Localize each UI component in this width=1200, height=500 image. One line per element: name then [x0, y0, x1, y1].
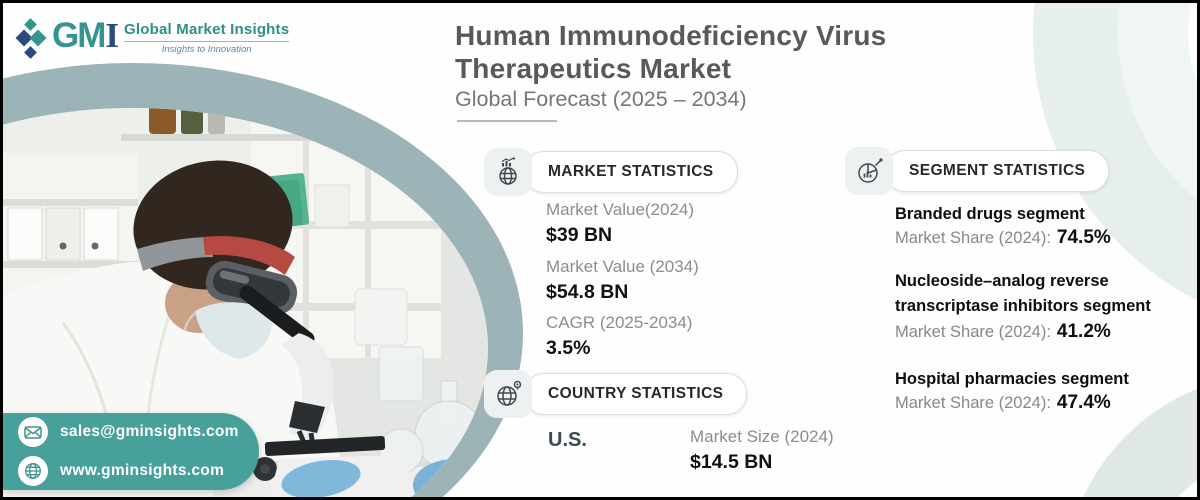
country-statistics-pill: COUNTRY STATISTICS — [524, 373, 748, 415]
contact-email: sales@gminsights.com — [60, 423, 239, 440]
segment-nucleoside-block: Nucleoside–analog reverse transcriptase … — [895, 269, 1197, 343]
segment-branded-share-value: 74.5% — [1056, 227, 1111, 248]
title-underline — [457, 120, 557, 122]
pie-chart-icon — [845, 147, 893, 195]
market-statistics-header: MARKET STATISTICS — [484, 148, 738, 196]
us-market-size-block: Market Size (2024) $14.5 BN — [690, 427, 834, 474]
country-statistics-header: COUNTRY STATISTICS — [484, 370, 748, 418]
logo-gm: GM — [52, 16, 106, 55]
segment-hospital-block: Hospital pharmacies segment Market Share… — [895, 367, 1197, 414]
market-value-2024-label: Market Value(2024) — [546, 200, 695, 219]
logo-tagline: Insights to Innovation — [161, 44, 252, 55]
logo-diamonds-icon — [15, 17, 47, 63]
logo-company-name: Global Market Insights — [124, 21, 290, 42]
email-row[interactable]: sales@gminsights.com — [18, 417, 259, 447]
segment-statistics-pill: SEGMENT STATISTICS — [885, 150, 1110, 192]
market-value-2034-block: Market Value (2034) $54.8 BN — [546, 257, 699, 304]
segment-hospital-share-label: Market Share (2024): — [895, 394, 1051, 412]
envelope-icon — [18, 417, 48, 447]
country-statistics-heading: COUNTRY STATISTICS — [548, 385, 724, 402]
cagr-value: 3.5% — [546, 337, 591, 359]
market-value-2024-block: Market Value(2024) $39 BN — [546, 200, 694, 247]
us-market-size-value: $14.5 BN — [690, 451, 773, 473]
segment-branded-name: Branded drugs segment — [895, 205, 1085, 223]
market-value-2024-value: $39 BN — [546, 224, 613, 246]
country-name: U.S. — [548, 429, 587, 451]
contact-website: www.gminsights.com — [60, 462, 225, 479]
segment-nucleoside-share-label: Market Share (2024): — [895, 323, 1051, 341]
logo-i: I — [105, 16, 119, 55]
globe-analytics-icon — [484, 148, 532, 196]
page-title-line2: Therapeutics Market — [455, 53, 732, 84]
cagr-label: CAGR (2025-2034) — [546, 313, 693, 332]
cagr-block: CAGR (2025-2034) 3.5% — [546, 313, 692, 360]
segment-hospital-share-value: 47.4% — [1056, 392, 1111, 413]
page-title-line1: Human Immunodeficiency Virus — [455, 20, 887, 51]
market-value-2034-value: $54.8 BN — [546, 281, 629, 303]
segment-branded-block: Branded drugs segment Market Share (2024… — [895, 202, 1197, 249]
segment-nucleoside-share-value: 41.2% — [1056, 321, 1111, 342]
segment-nucleoside-name: Nucleoside–analog reverse transcriptase … — [895, 272, 1151, 315]
segment-statistics-header: SEGMENT STATISTICS — [845, 147, 1110, 195]
segment-statistics-heading: SEGMENT STATISTICS — [909, 162, 1086, 179]
segment-branded-share-label: Market Share (2024): — [895, 229, 1051, 247]
market-statistics-pill: MARKET STATISTICS — [524, 151, 738, 193]
page-subtitle: Global Forecast (2025 – 2034) — [455, 87, 747, 111]
page-title: Human Immunodeficiency Virus Therapeutic… — [455, 19, 1035, 85]
us-market-size-label: Market Size (2024) — [690, 427, 834, 446]
logo-monogram: GMI — [52, 15, 119, 57]
market-statistics-heading: MARKET STATISTICS — [548, 163, 714, 180]
globe-icon — [18, 456, 48, 486]
gmi-logo: GMI Global Market Insights Insights to I… — [15, 15, 290, 63]
market-value-2034-label: Market Value (2034) — [546, 257, 699, 276]
segment-hospital-name: Hospital pharmacies segment — [895, 370, 1129, 388]
contact-banner: sales@gminsights.com www.gminsights.com — [3, 413, 259, 490]
website-row[interactable]: www.gminsights.com — [18, 456, 259, 486]
globe-pin-icon — [484, 370, 532, 418]
